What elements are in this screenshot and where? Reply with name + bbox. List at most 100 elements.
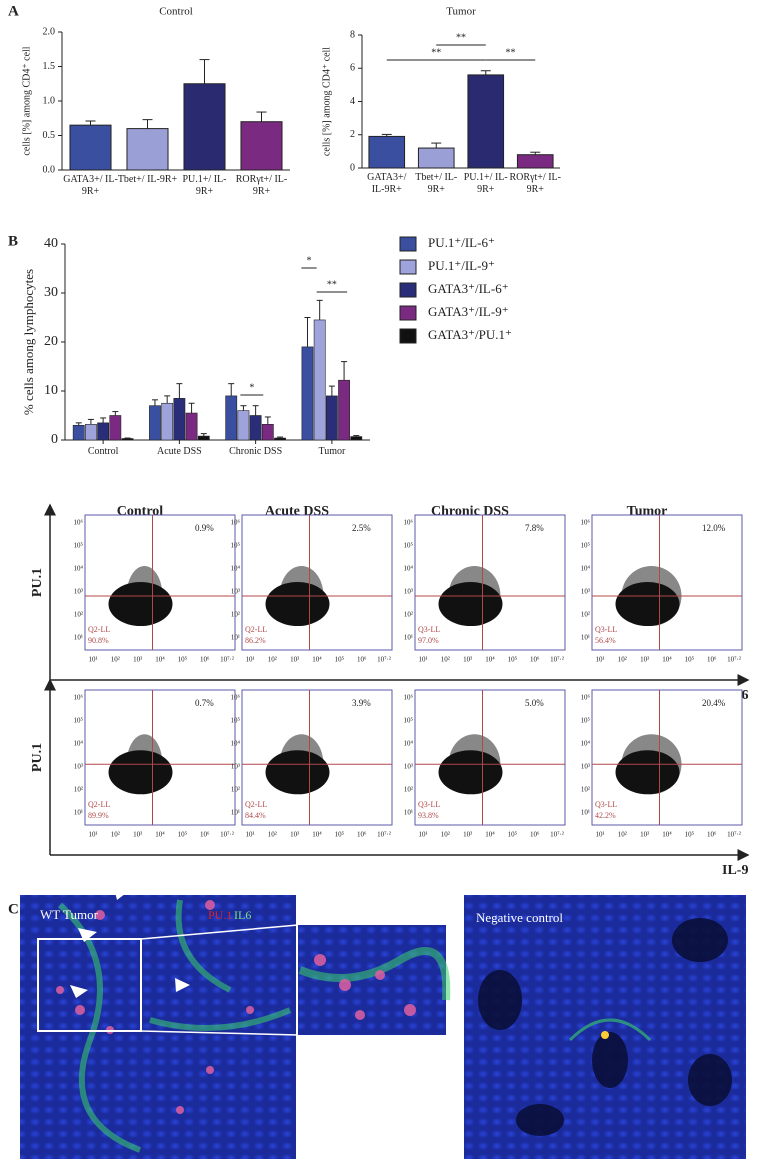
x-tick-label: 10⁵ bbox=[178, 831, 188, 839]
x-tick-label: 10³ bbox=[463, 831, 472, 839]
y-tick-label: 10¹ bbox=[74, 809, 83, 817]
bar bbox=[261, 424, 274, 441]
legend-swatch bbox=[399, 259, 417, 275]
x-tick-label: 10⁵ bbox=[508, 656, 518, 664]
x-tick-label-box: Control bbox=[88, 446, 119, 457]
y-tick-label: 10² bbox=[404, 786, 413, 794]
y-tick-label: 10⁴ bbox=[404, 740, 414, 748]
quadrant-percent: 5.0% bbox=[525, 698, 544, 708]
x-tick-label: 10⁷·² bbox=[377, 656, 391, 664]
bar bbox=[467, 74, 505, 169]
y-tick-label: 10² bbox=[74, 786, 83, 794]
x-tick-label: Chronic DSS bbox=[229, 446, 283, 457]
bar bbox=[121, 438, 134, 441]
y-tick-label: 0 bbox=[350, 162, 355, 173]
x-tick-label: PU.1+/ IL-9R+ bbox=[182, 174, 227, 197]
x-axis-label: IL-9 bbox=[722, 863, 748, 878]
bar bbox=[368, 135, 406, 169]
quadrant-percent: 12.0% bbox=[702, 523, 726, 533]
y-tick-label: 10⁶ bbox=[404, 694, 414, 702]
y-tick-label: 4 bbox=[350, 96, 355, 107]
y-tick-label: 10⁵ bbox=[404, 542, 414, 550]
significance-label: ** bbox=[456, 32, 466, 43]
legend-label: GATA3⁺/IL-6⁺ bbox=[428, 281, 509, 296]
x-tick-label-box: Chronic DSS bbox=[229, 446, 283, 457]
x-tick-label-box: GATA3+/ IL-9R+ bbox=[63, 174, 118, 197]
x-tick-label-box: RORγt+/ IL-9R+ bbox=[236, 174, 287, 197]
legend-swatch bbox=[399, 282, 417, 298]
y-tick-label: 20 bbox=[44, 334, 58, 349]
panel-label: B bbox=[8, 233, 18, 249]
gate-label: Q3-LL bbox=[595, 625, 617, 634]
significance-label: ** bbox=[506, 47, 516, 58]
y-tick-label: 10⁶ bbox=[581, 694, 591, 702]
quadrant-percent: 7.8% bbox=[525, 523, 544, 533]
y-tick-label: 10¹ bbox=[404, 809, 413, 817]
y-axis-label: cells [%] among CD4⁺ cell bbox=[321, 47, 332, 156]
y-tick-label: 10⁶ bbox=[74, 694, 84, 702]
x-tick-label: 10⁶ bbox=[530, 656, 540, 664]
y-tick-label: 10 bbox=[44, 383, 58, 398]
legend-label: PU.1⁺/IL-9⁺ bbox=[428, 258, 495, 273]
y-tick-label: 0.5 bbox=[43, 130, 56, 141]
gate-label: Q2-LL bbox=[88, 625, 110, 634]
x-tick-label: 10³ bbox=[640, 831, 649, 839]
x-tick-label: RORγt+/ IL-9R+ bbox=[509, 172, 561, 195]
y-tick-label: 10² bbox=[404, 611, 413, 619]
y-tick-label: 10⁴ bbox=[74, 740, 84, 748]
x-tick-label: Tumor bbox=[318, 446, 346, 457]
error-bar bbox=[100, 417, 107, 423]
bar bbox=[301, 346, 314, 441]
x-tick-label: 10⁵ bbox=[335, 656, 345, 664]
y-tick-label: 0 bbox=[51, 432, 58, 447]
x-tick-label: 10¹ bbox=[418, 831, 427, 839]
y-tick-label: 10⁴ bbox=[231, 740, 241, 748]
error-bar bbox=[87, 418, 94, 425]
y-tick-label: 1.5 bbox=[43, 61, 56, 72]
x-tick-label: 10² bbox=[111, 831, 120, 839]
error-bar bbox=[530, 151, 541, 155]
y-axis-label: PU.1 bbox=[30, 568, 45, 597]
panel-label: C bbox=[8, 901, 19, 917]
y-tick-label: 8 bbox=[350, 29, 355, 40]
bar bbox=[325, 395, 338, 441]
x-tick-label: GATA3+/ IL-9R+ bbox=[367, 172, 407, 195]
y-axis-label: PU.1 bbox=[30, 743, 45, 772]
quadrant-percent: 90.8% bbox=[88, 636, 109, 645]
y-tick-label: 10³ bbox=[404, 588, 413, 596]
bar bbox=[240, 121, 283, 171]
error-bar bbox=[431, 142, 442, 149]
y-tick-label: 10² bbox=[231, 611, 240, 619]
x-tick-label: 10⁷·² bbox=[550, 831, 564, 839]
y-axis-label: cells [%] among CD4⁺ cell bbox=[21, 46, 32, 155]
legend-label: GATA3⁺/PU.1⁺ bbox=[428, 327, 512, 342]
y-axis-label: % cells among lymphocytes bbox=[21, 269, 36, 415]
bar bbox=[185, 412, 198, 441]
y-tick-label: 10¹ bbox=[231, 809, 240, 817]
y-tick-label: 2 bbox=[350, 129, 355, 140]
gate-label: Q3-LL bbox=[595, 800, 617, 809]
x-tick-label-box: Acute DSS bbox=[157, 446, 202, 457]
quadrant-percent: 84.4% bbox=[245, 811, 266, 820]
x-tick-label-box: PU.1+/ IL-9R+ bbox=[182, 174, 227, 197]
x-tick-label: 10³ bbox=[290, 831, 299, 839]
error-bar bbox=[256, 111, 267, 122]
x-tick-label-box: Tbet+/ IL-9R+ bbox=[118, 174, 177, 185]
error-bar bbox=[199, 59, 210, 84]
x-tick-label: 10⁶ bbox=[707, 831, 717, 839]
x-tick-label: 10³ bbox=[133, 656, 142, 664]
micrograph-inset bbox=[298, 925, 451, 1035]
bar bbox=[85, 424, 97, 441]
bar bbox=[183, 83, 226, 171]
x-tick-label: 10⁵ bbox=[178, 656, 188, 664]
x-tick-label: 10⁶ bbox=[200, 831, 210, 839]
y-tick-label: 10⁵ bbox=[74, 542, 84, 550]
error-bar bbox=[228, 383, 235, 396]
y-tick-label: 10¹ bbox=[74, 634, 83, 642]
x-tick-label: 10¹ bbox=[88, 656, 97, 664]
chart-title: Tumor bbox=[446, 6, 476, 18]
y-tick-label: 6 bbox=[350, 63, 355, 74]
bar bbox=[249, 415, 262, 441]
x-tick-label: PU.1+/ IL-9R+ bbox=[463, 172, 508, 195]
x-tick-label-box: PU.1+/ IL-9R+ bbox=[463, 172, 508, 195]
